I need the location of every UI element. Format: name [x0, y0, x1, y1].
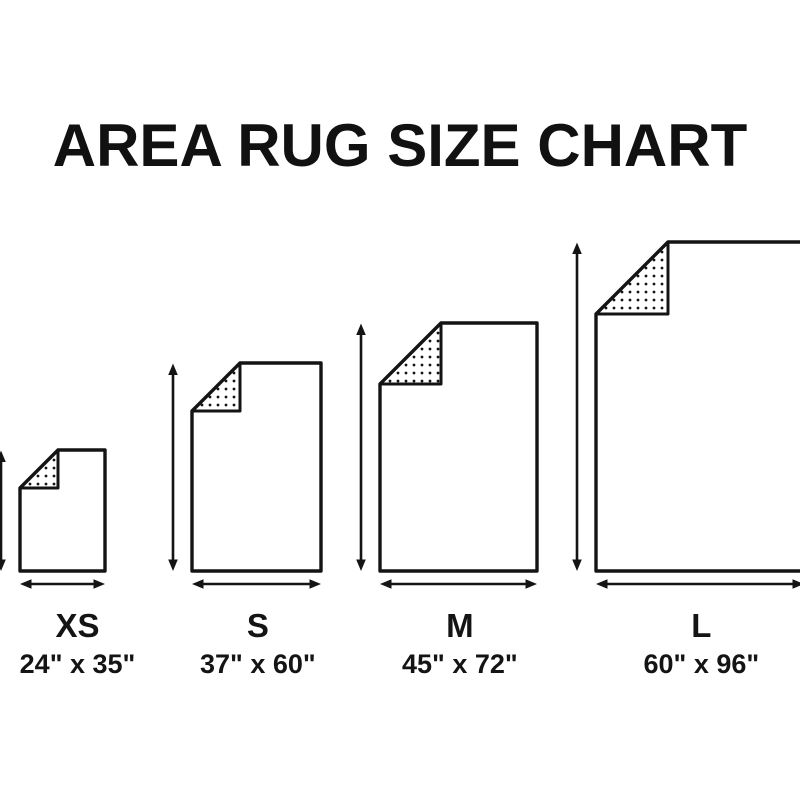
page-title: AREA RUG SIZE CHART [52, 112, 748, 179]
rug-figure-m: M 45" x 72" [354, 321, 540, 678]
rug-l-graphic [572, 240, 800, 589]
size-label: L [691, 607, 712, 644]
width-arrow-icon [19, 579, 105, 589]
dimensions-label: 37" x 60" [200, 649, 316, 679]
dimensions-label: 24" x 35" [19, 649, 136, 679]
dimensions-label: 45" x 72" [402, 649, 518, 679]
height-arrow-icon [168, 363, 179, 571]
rug-figure-s: S 37" x 60" [166, 361, 324, 678]
folded-corner [378, 321, 443, 386]
folded-corner [190, 361, 242, 413]
width-arrow-icon [380, 579, 538, 589]
folded-corner [18, 448, 60, 490]
height-arrow-icon [356, 323, 367, 571]
width-arrow-icon [596, 579, 800, 589]
size-label: S [246, 607, 269, 644]
rug-s-graphic [168, 361, 324, 589]
height-arrow-icon [0, 450, 6, 571]
rug-labels: S 37" x 60" [166, 590, 323, 678]
size-label: M [446, 607, 474, 644]
rug-figure-l: L 60" x 96" [570, 240, 800, 678]
rug-labels: M 45" x 72" [354, 590, 539, 678]
rug-xs-graphic [0, 448, 107, 589]
rug-figures-row: XS 24" x 35" S [0, 240, 800, 678]
rug-labels: L 60" x 96" [570, 590, 800, 678]
size-label: XS [55, 607, 100, 644]
dimensions-label: 60" x 96" [643, 649, 760, 679]
rug-outline [17, 448, 107, 573]
folded-corner [594, 240, 670, 316]
rug-figure-xs: XS 24" x 35" [0, 448, 135, 678]
height-arrow-icon [572, 242, 583, 571]
width-arrow-icon [192, 579, 322, 589]
rug-labels: XS 24" x 35" [0, 590, 136, 679]
rug-m-graphic [356, 321, 540, 589]
